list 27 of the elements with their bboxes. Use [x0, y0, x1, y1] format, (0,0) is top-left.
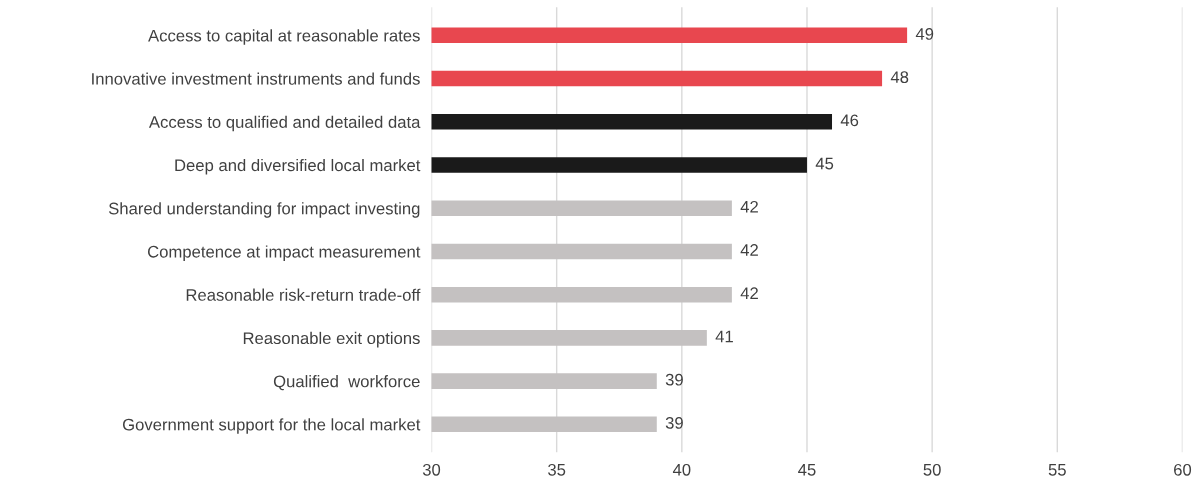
data-label: 41: [715, 330, 733, 343]
x-tick-label: 40: [672, 463, 691, 476]
y-tick-label: Government support for the local market: [122, 418, 421, 434]
y-tick-label: Reasonable risk-return trade-off: [186, 288, 421, 301]
y-tick-label: Competence at impact measurement: [147, 245, 421, 261]
x-tick-label: 60: [1174, 463, 1192, 476]
data-label: 39: [665, 416, 683, 429]
y-tick-label: Deep and diversified local market: [175, 158, 421, 175]
x-tick-label: 30: [422, 463, 441, 476]
data-label: 42: [740, 200, 758, 213]
y-tick-label: Shared understanding for impact investing: [108, 202, 420, 218]
y-tick-label: Access to qualified and detailed data: [148, 115, 421, 132]
data-label: 49: [915, 28, 934, 40]
data-label: 46: [840, 114, 859, 127]
x-tick-label: 45: [798, 464, 816, 476]
x-tick-label: 35: [548, 463, 566, 476]
y-tick-label: Access to capital at reasonable rates: [148, 29, 420, 45]
y-tick-label: Innovative investment instruments and funds: [92, 72, 420, 85]
data-label: 39: [665, 373, 683, 386]
data-label: 42: [740, 244, 758, 256]
x-tick-label: 55: [1048, 464, 1066, 476]
y-tick-label: Qualified workforce: [273, 375, 420, 391]
data-label: 42: [740, 287, 758, 299]
y-tick-label: Reasonable exit options: [243, 331, 420, 348]
x-tick-label: 50: [923, 463, 941, 476]
data-label: 45: [815, 157, 834, 170]
data-label: 48: [890, 71, 909, 84]
